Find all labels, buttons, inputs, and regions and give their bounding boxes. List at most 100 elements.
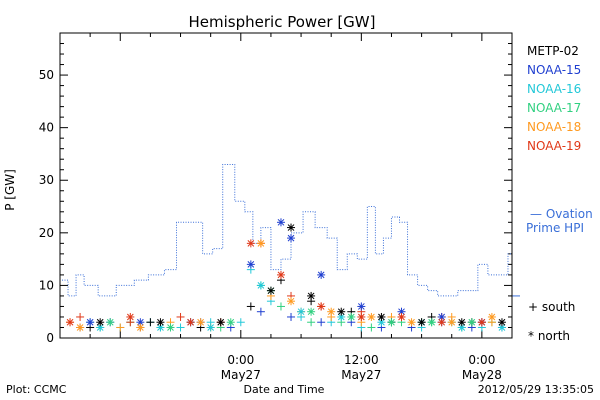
- south-point: [176, 323, 185, 332]
- south-point: [317, 318, 326, 327]
- legend-entry: NOAA-19: [527, 139, 581, 153]
- north-point: [287, 234, 296, 243]
- north-point: [307, 291, 316, 300]
- y-tick-label: 30: [39, 173, 54, 187]
- north-point: [497, 318, 506, 327]
- south-point: [116, 323, 125, 332]
- south-point: [236, 318, 245, 327]
- south-point: [246, 302, 255, 311]
- north-point: [317, 270, 326, 279]
- south-point: [146, 318, 155, 327]
- north-point: [186, 318, 195, 327]
- x-tick-time-label: 0:00: [227, 353, 254, 367]
- north-point: [477, 318, 486, 327]
- north-point: [276, 270, 285, 279]
- north-point: [447, 318, 456, 327]
- north-point: [96, 318, 105, 327]
- north-point: [226, 318, 235, 327]
- legend-entry: METP-02: [527, 44, 579, 58]
- north-point: [106, 318, 115, 327]
- north-point: [397, 307, 406, 316]
- north-point: [357, 302, 366, 311]
- north-point: [196, 318, 205, 327]
- north-point: [357, 312, 366, 321]
- north-point: [76, 323, 85, 332]
- north-point: [427, 318, 436, 327]
- north-point: [86, 318, 95, 327]
- north-point: [377, 312, 386, 321]
- south-point: [367, 323, 376, 332]
- x-tick-date-label: May27: [221, 368, 261, 382]
- plot-credit: Plot: CCMC: [6, 383, 67, 396]
- north-point: [166, 323, 175, 332]
- north-point: [246, 260, 255, 269]
- y-tick-label: 50: [39, 68, 54, 82]
- x-tick-time-label: 12:00: [344, 353, 379, 367]
- south-point: [307, 318, 316, 327]
- north-point: [487, 312, 496, 321]
- plot-timestamp: 2012/05/29 13:35:05: [478, 383, 594, 396]
- marker-key-entry: + south: [528, 300, 575, 314]
- north-point: [276, 218, 285, 227]
- north-point: [367, 312, 376, 321]
- north-point: [246, 239, 255, 248]
- ovation-label-line2: Prime HPI: [526, 221, 584, 235]
- north-point: [407, 318, 416, 327]
- north-point: [126, 312, 135, 321]
- marker-key: + south * north: [528, 300, 575, 343]
- north-point: [256, 239, 265, 248]
- y-axis-label: P [GW]: [3, 169, 17, 211]
- north-point: [256, 281, 265, 290]
- north-point: [457, 318, 466, 327]
- north-point: [206, 323, 215, 332]
- legend: METP-02 NOAA-15 NOAA-16 NOAA-17 NOAA-18 NOAA-…: [527, 44, 581, 153]
- north-point: [327, 307, 336, 316]
- legend-entry: NOAA-17: [527, 101, 581, 115]
- north-point: [307, 307, 316, 316]
- chart-title: Hemispheric Power [GW]: [189, 13, 376, 31]
- south-point: [76, 312, 85, 321]
- north-point: [216, 318, 225, 327]
- x-axis-label: Date and Time: [244, 383, 325, 396]
- north-point: [337, 312, 346, 321]
- north-point: [136, 323, 145, 332]
- south-point: [176, 312, 185, 321]
- north-point: [347, 312, 356, 321]
- north-point: [437, 318, 446, 327]
- north-point: [297, 307, 306, 316]
- ovation-hpi-line: [62, 153, 513, 297]
- y-tick-label: 40: [39, 121, 54, 135]
- north-point: [467, 318, 476, 327]
- x-tick-time-label: 0:00: [468, 353, 495, 367]
- north-point: [287, 297, 296, 306]
- north-point: [66, 318, 75, 327]
- south-point: [287, 312, 296, 321]
- north-point: [266, 286, 275, 295]
- y-tick-label: 10: [39, 278, 54, 292]
- north-point: [96, 323, 105, 332]
- ovation-label-line1: — Ovation: [530, 207, 593, 221]
- marker-key-entry: * north: [528, 329, 570, 343]
- y-tick-label: 20: [39, 226, 54, 240]
- ovation-prime-hpi-series: [62, 153, 520, 297]
- north-point: [156, 318, 165, 327]
- y-tick-label: 0: [46, 331, 54, 345]
- plot-frame: [59, 32, 513, 339]
- x-tick-date-label: May28: [462, 368, 502, 382]
- north-point: [337, 307, 346, 316]
- north-point: [317, 302, 326, 311]
- satellite-points: [66, 218, 506, 332]
- south-point: [276, 302, 285, 311]
- x-tick-date-label: May27: [341, 368, 381, 382]
- south-point: [256, 307, 265, 316]
- legend-entry: NOAA-16: [527, 82, 581, 96]
- north-point: [417, 318, 426, 327]
- north-point: [397, 312, 406, 321]
- north-point: [497, 323, 506, 332]
- legend-entry: NOAA-18: [527, 120, 581, 134]
- legend-entry: NOAA-15: [527, 63, 581, 77]
- north-point: [387, 318, 396, 327]
